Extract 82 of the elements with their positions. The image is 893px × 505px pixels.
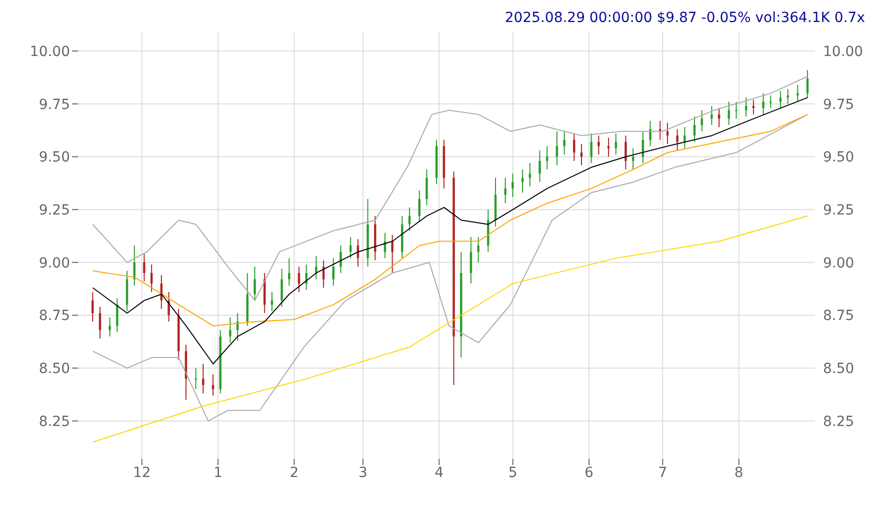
- candlestick: [349, 236, 352, 259]
- y-tick-label: 9.25: [38, 202, 70, 219]
- candlestick: [194, 368, 197, 390]
- x-tick-label: 8: [734, 464, 744, 481]
- x-tick-label: 6: [584, 464, 594, 481]
- y-tick-label: 9.00: [38, 255, 70, 272]
- y2-tick-label: 8.25: [823, 414, 854, 430]
- candlestick: [418, 190, 420, 223]
- candlestick: [150, 264, 153, 293]
- candlestick: [735, 101, 738, 120]
- candlestick: [98, 306, 102, 340]
- candlestick: [796, 84, 799, 102]
- candlestick: [298, 266, 300, 293]
- candlestick: [590, 132, 592, 164]
- line-series: [92, 114, 808, 326]
- candlestick: [624, 135, 627, 170]
- y-tick-label: 9.75: [38, 96, 70, 113]
- line-series: [92, 114, 808, 422]
- y2-tick-label: 9.50: [823, 150, 854, 166]
- y2-tick-label: 8.75: [823, 308, 854, 324]
- candlestick: [538, 150, 541, 183]
- y2-tick-label: 9.25: [823, 202, 854, 219]
- x-tick-label: 3: [358, 464, 368, 481]
- candlestick: [563, 130, 566, 156]
- candlestick: [700, 110, 703, 132]
- candlestick: [477, 236, 480, 263]
- candlestick: [684, 126, 686, 149]
- candlestick: [288, 258, 290, 286]
- y2-tick-label: 8.50: [823, 361, 854, 378]
- y-tick-label: 9.50: [38, 150, 70, 166]
- candlestick: [649, 120, 652, 147]
- candlestick: [728, 101, 730, 126]
- candlestick: [340, 245, 342, 274]
- x-tick-label: 4: [434, 464, 444, 481]
- candlestick: [280, 268, 283, 308]
- candlestick: [676, 128, 678, 151]
- candlestick: [426, 168, 428, 206]
- candlestick: [470, 236, 472, 284]
- candlestick: [512, 173, 514, 198]
- candlestick: [116, 298, 118, 333]
- candlestick: [143, 253, 146, 282]
- candlestick: [786, 88, 789, 104]
- x-tick-label: 5: [508, 464, 518, 481]
- candlestick: [168, 292, 170, 322]
- candlestick: [108, 316, 111, 337]
- y2-tick-label: 9.00: [823, 255, 854, 272]
- candlestick: [391, 234, 394, 274]
- candlestick: [528, 162, 532, 187]
- candlestick: [693, 116, 696, 142]
- y-tick-label: 8.50: [38, 361, 70, 378]
- chart-title: 2025.08.29 00:00:00 $9.87 -0.05% vol:364.1K 0.7x: [504, 10, 865, 26]
- line-series: [92, 97, 808, 364]
- candlestick: [770, 94, 772, 109]
- candlestick: [408, 206, 411, 232]
- candlestick: [632, 148, 634, 170]
- candlestick: [806, 70, 809, 98]
- candlestick: [762, 92, 764, 115]
- candlestick: [710, 105, 713, 126]
- candlestick: [305, 264, 308, 290]
- candlestick: [254, 266, 256, 301]
- candlestick: [598, 135, 600, 156]
- y-tick-label: 8.75: [38, 308, 70, 324]
- line-series: [92, 215, 808, 443]
- candlestick: [546, 146, 548, 170]
- x-tick-label: 12: [132, 464, 151, 481]
- candlestick: [229, 316, 232, 344]
- candlestick: [315, 256, 318, 280]
- line-series: [92, 76, 808, 301]
- candlestick: [556, 130, 558, 166]
- candlestick: [504, 177, 506, 204]
- x-tick-label: 7: [658, 464, 668, 481]
- candlestick: [614, 132, 617, 156]
- y2-tick-label: 10.00: [823, 44, 864, 60]
- y-tick-label: 10.00: [30, 44, 70, 60]
- y-tick-label: 8.25: [38, 414, 70, 430]
- candlestick: [779, 90, 782, 109]
- candlestick: [607, 137, 610, 158]
- x-tick-label: 2: [290, 464, 299, 481]
- x-tick-label: 1: [214, 464, 222, 481]
- y2-tick-label: 9.75: [823, 96, 854, 113]
- candlestick: [202, 363, 204, 394]
- candlestick: [332, 258, 334, 286]
